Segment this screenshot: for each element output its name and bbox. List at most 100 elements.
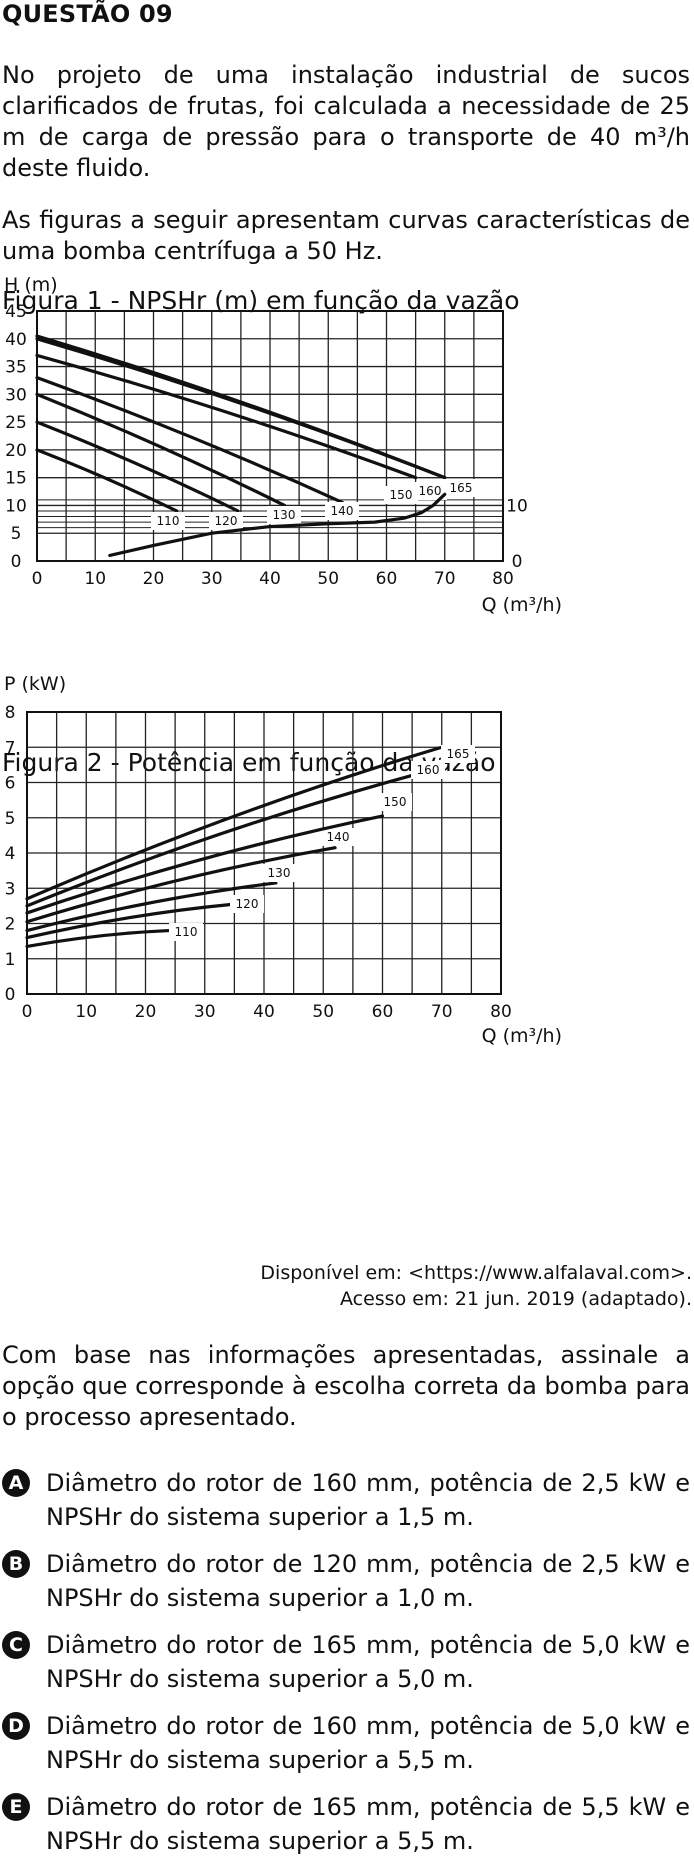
series-label-bg xyxy=(325,502,359,520)
series-label-bg xyxy=(321,828,355,846)
series-label-160: 160 xyxy=(417,763,440,777)
series-label-bg xyxy=(413,482,447,500)
y-tick-label: 35 xyxy=(5,358,27,378)
figure2-chart: 0 10 20 30 40 50 60 70 80 0 1 2 3 4 5 6 7 8 P (kW) Q (m³/h)… xyxy=(4,673,562,1047)
statement-paragraph: No projeto de uma instalação industrial … xyxy=(2,61,690,182)
y-tick-label: 40 xyxy=(5,330,27,350)
series-label-130: 130 xyxy=(273,508,296,522)
x-axis-label: Q (m³/h) xyxy=(482,1025,562,1047)
option-a-text: Diâmetro do rotor de 160 mm, potência de… xyxy=(46,1469,690,1531)
series-label-bg xyxy=(262,864,296,882)
series-label-bg xyxy=(378,793,412,811)
series-label-110: 110 xyxy=(157,514,180,528)
x-tick-label: 0 xyxy=(22,1002,33,1022)
option-c[interactable]: C Diâmetro do rotor de 165 mm, potência … xyxy=(2,1628,690,1696)
series-line-NPSHr xyxy=(108,492,447,558)
x-tick-label: 20 xyxy=(135,1002,157,1022)
series-line-120 xyxy=(25,902,236,940)
x-axis-label: Q (m³/h) xyxy=(482,594,562,616)
x-tick-label: 40 xyxy=(253,1002,275,1022)
x-tick-label: 0 xyxy=(32,569,43,589)
x-tick-label: 40 xyxy=(259,569,281,589)
right-axis-tick-label: 0 xyxy=(512,552,523,572)
series-label-140: 140 xyxy=(331,504,354,518)
series-line-140 xyxy=(35,376,345,505)
series-label-165: 165 xyxy=(450,481,473,495)
series-label-120: 120 xyxy=(215,514,238,528)
x-tick-label: 70 xyxy=(434,569,456,589)
option-c-letter: C xyxy=(2,1631,30,1659)
y-tick-label: 5 xyxy=(5,809,16,829)
series-label-bg xyxy=(209,512,243,530)
option-a[interactable]: A Diâmetro do rotor de 160 mm, potência … xyxy=(2,1466,690,1534)
y-tick-label: 3 xyxy=(5,879,16,899)
series-label-150: 150 xyxy=(384,795,407,809)
series-label-120: 120 xyxy=(236,897,259,911)
x-tick-label: 80 xyxy=(490,1002,512,1022)
option-d[interactable]: D Diâmetro do rotor de 160 mm, potência … xyxy=(2,1709,690,1777)
y-axis-label: H (m) xyxy=(4,274,58,296)
series-line-165 xyxy=(35,334,447,480)
y-tick-label: 15 xyxy=(5,469,27,489)
figure1-chart: 0 10 20 30 40 50 60 70 80051015202530354045010H … xyxy=(4,274,562,616)
y-axis-label: P (kW) xyxy=(4,673,66,695)
option-c-text: Diâmetro do rotor de 165 mm, potência de… xyxy=(46,1631,690,1693)
source-url: Disponível em: <https://www.alfalaval.co… xyxy=(260,1262,692,1284)
y-tick-label: 6 xyxy=(5,774,16,794)
plot-frame xyxy=(26,711,502,995)
question-prompt: Com base nas informações apresentadas, a… xyxy=(2,1341,690,1431)
question-title: QUESTÃO 09 xyxy=(2,0,173,28)
right-axis-tick-label: 10 xyxy=(506,496,528,516)
series-line-120 xyxy=(35,420,240,513)
option-b-text: Diâmetro do rotor de 120 mm, potência de… xyxy=(46,1550,690,1612)
series-label-140: 140 xyxy=(327,830,350,844)
x-tick-label: 60 xyxy=(376,569,398,589)
series-label-bg xyxy=(169,923,203,941)
figures-intro-paragraph: As figuras a seguir apresentam curvas ca… xyxy=(2,206,690,265)
option-d-letter: D xyxy=(2,1712,30,1740)
y-tick-label: 30 xyxy=(5,385,27,405)
x-tick-label: 50 xyxy=(317,569,339,589)
series-line-110 xyxy=(35,448,179,513)
y-tick-label: 0 xyxy=(5,985,16,1005)
option-b[interactable]: B Diâmetro do rotor de 120 mm, potência … xyxy=(2,1547,690,1615)
plot-frame xyxy=(36,310,504,562)
series-line-130 xyxy=(35,392,287,508)
y-tick-label: 2 xyxy=(5,915,16,935)
y-tick-label: 20 xyxy=(5,441,27,461)
series-label-bg xyxy=(411,761,445,779)
series-label-bg xyxy=(444,479,478,497)
option-b-letter: B xyxy=(2,1550,30,1578)
y-tick-label: 25 xyxy=(5,413,27,433)
series-label-130: 130 xyxy=(268,866,291,880)
series-label-bg xyxy=(441,745,475,763)
y-tick-label: 4 xyxy=(5,844,16,864)
y-tick-label: 8 xyxy=(5,703,16,723)
option-d-text: Diâmetro do rotor de 160 mm, potência de… xyxy=(46,1712,690,1774)
source-citation: Disponível em: <https://www.alfalaval.co… xyxy=(260,1260,692,1312)
x-tick-label: 60 xyxy=(372,1002,394,1022)
series-line-140 xyxy=(25,846,337,924)
source-access-date: Acesso em: 21 jun. 2019 (adaptado). xyxy=(339,1288,692,1310)
y-tick-label: 0 xyxy=(11,552,22,572)
y-tick-label: 10 xyxy=(5,496,27,516)
option-e-letter: E xyxy=(2,1793,30,1821)
series-line-150 xyxy=(35,353,418,480)
option-e[interactable]: E Diâmetro do rotor de 165 mm, potência … xyxy=(2,1790,690,1858)
series-line-165 xyxy=(25,745,444,901)
series-label-bg xyxy=(151,512,185,530)
series-label-160: 160 xyxy=(419,484,442,498)
x-tick-label: 70 xyxy=(431,1002,453,1022)
series-line-160 xyxy=(25,773,414,908)
y-tick-label: 7 xyxy=(5,738,16,758)
series-label-bg xyxy=(384,486,418,504)
x-tick-label: 30 xyxy=(201,569,223,589)
series-label-150: 150 xyxy=(390,488,413,502)
series-label-bg xyxy=(230,895,264,913)
x-tick-label: 50 xyxy=(312,1002,334,1022)
series-label-bg xyxy=(267,506,301,524)
option-e-text: Diâmetro do rotor de 165 mm, potência de… xyxy=(46,1793,690,1855)
series-label-110: 110 xyxy=(175,925,198,939)
option-a-letter: A xyxy=(2,1469,30,1497)
series-line-150 xyxy=(25,814,385,915)
